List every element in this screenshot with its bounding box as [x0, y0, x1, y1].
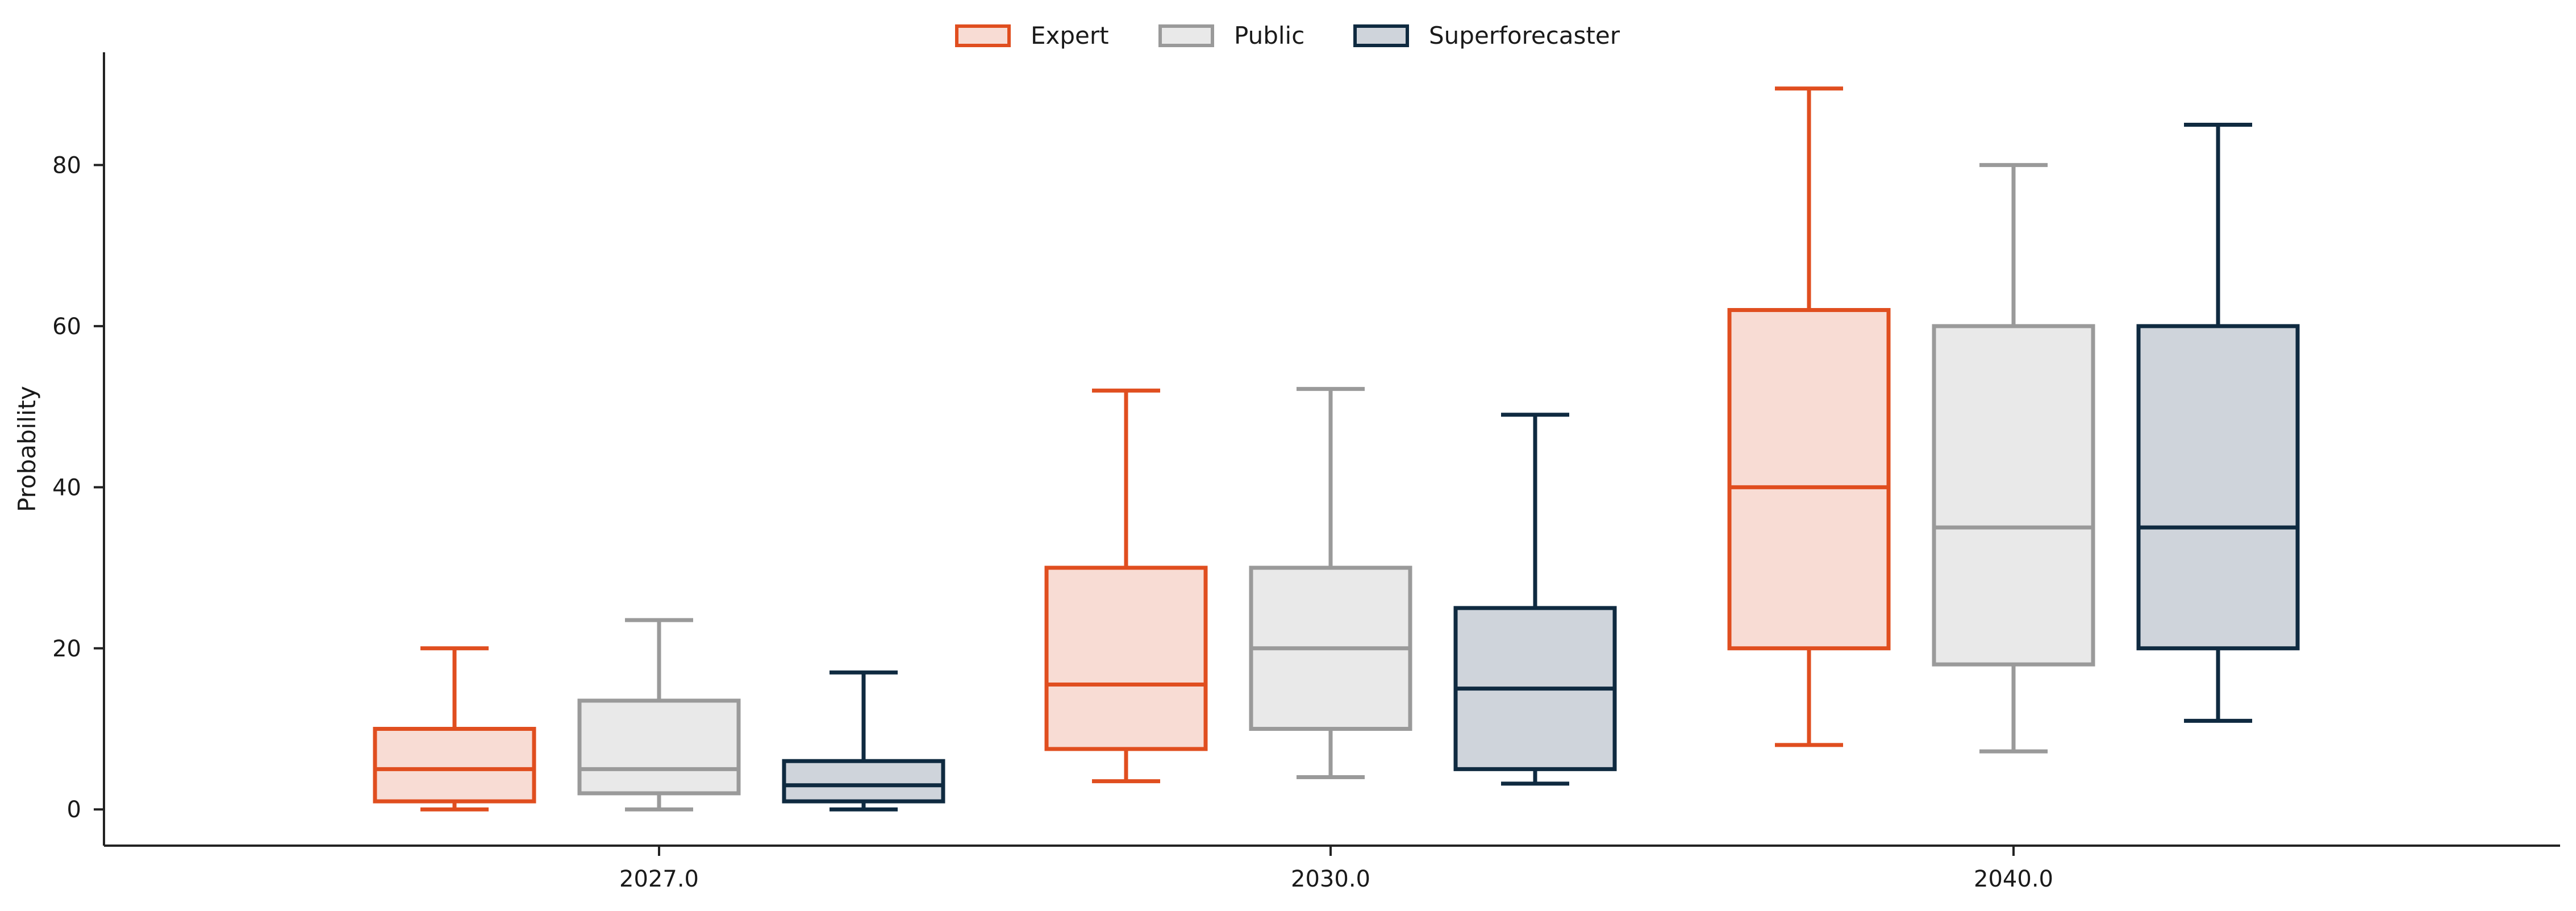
y-tick-label: 20 [52, 636, 81, 662]
iqr-box [577, 698, 741, 796]
box-superforecaster-1 [1453, 413, 1617, 786]
box-public-2 [1932, 163, 2095, 754]
box-expert-0 [373, 646, 536, 812]
legend-item-public: Public [1158, 22, 1304, 49]
y-tick-label: 80 [52, 152, 81, 178]
legend-item-superforecaster: Superforecaster [1353, 22, 1620, 49]
y-tick-label: 60 [52, 314, 81, 340]
y-tick-label: 40 [52, 475, 81, 501]
box-superforecaster-2 [2136, 123, 2300, 723]
legend-swatch [1158, 24, 1214, 47]
legend-swatch [1353, 24, 1409, 47]
iqr-box [1044, 565, 1208, 751]
box-expert-1 [1044, 388, 1208, 784]
iqr-box [782, 759, 945, 804]
box-public-1 [1249, 386, 1412, 780]
axes: 0 20 40 60 80 Probability 2027.0 2030.0 2040.0 [13, 52, 2560, 892]
legend-label: Public [1234, 22, 1304, 49]
y-axis-label: Probability [13, 386, 41, 512]
box-expert-2 [1727, 86, 1891, 747]
boxes [373, 86, 2300, 812]
x-tick-label: 2027.0 [619, 866, 699, 892]
y-tick-label: 0 [67, 797, 81, 823]
legend-swatch [955, 24, 1011, 47]
legend: Expert Public Superforecaster [955, 22, 1620, 49]
iqr-box [1727, 308, 1891, 651]
iqr-box [2136, 324, 2300, 651]
x-tick-label: 2040.0 [1974, 866, 2053, 892]
legend-label: Superforecaster [1429, 22, 1620, 49]
x-tick-label: 2030.0 [1291, 866, 1370, 892]
iqr-box [1932, 324, 2095, 667]
legend-label: Expert [1031, 22, 1109, 49]
iqr-box [373, 726, 536, 804]
box-public-0 [577, 618, 741, 812]
legend-item-expert: Expert [955, 22, 1109, 49]
box-superforecaster-0 [782, 670, 945, 812]
